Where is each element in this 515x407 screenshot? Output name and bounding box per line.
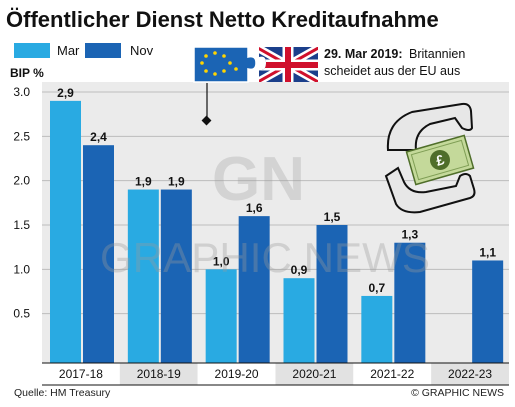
x-tick-label: 2022-23 [448,367,492,381]
svg-text:29. Mar 2019: Britannien: 29. Mar 2019: Britannien [324,47,465,61]
x-axis-cell [275,363,354,385]
legend-swatch-mar [14,43,50,58]
y-tick-label: 1.5 [13,218,30,232]
x-tick-label: 2017-18 [59,367,103,381]
bar-mar-2019-20 [205,269,237,363]
chart-title: Öffentlicher Dienst Netto Kreditaufnahme [6,7,439,32]
x-axis-cell [431,363,509,385]
x-axis-cell [353,363,432,385]
annotation-line1: Britannien [409,47,465,61]
eu-uk-puzzle-icon [193,46,318,126]
bar-mar-2021-22 [361,295,393,363]
plot-area: 3.0 2.5 2.0 1.5 1.0 0.5 2,9 2,4 1,9 1,9 1,0 1,6 0,9… [13,82,509,363]
bar-nov-2020-21 [316,225,348,363]
data-label: 0,7 [368,281,385,295]
legend: Mar Nov [14,43,154,58]
legend-label-mar: Mar [57,43,80,58]
watermark-logo: GN [212,145,305,214]
bar-nov-2019-20 [238,216,270,363]
bar-nov-2017-18 [83,145,114,363]
x-tick-label: 2019-20 [215,367,259,381]
x-tick-label: 2020-21 [292,367,336,381]
legend-label-nov: Nov [130,43,154,58]
plot-background [42,82,509,363]
data-label: 2,9 [57,86,74,100]
watermark-text: GRAPHIC NEWS [100,234,430,281]
data-label: 0,9 [291,263,308,277]
data-label: 1,5 [324,210,341,224]
annotation-date: 29. Mar 2019: [324,47,403,61]
data-label: 1,6 [246,201,263,215]
x-tick-label: 2018-19 [137,367,181,381]
y-axis-ticks: 3.0 2.5 2.0 1.5 1.0 0.5 [13,85,30,321]
data-label: 1,0 [213,254,230,268]
y-tick-label: 2.0 [13,174,30,188]
x-axis-cell [119,363,198,385]
y-tick-label: 2.5 [13,129,30,143]
x-axis: 2017-18 2018-19 2019-20 2020-21 2021-22 2022-… [42,362,509,386]
source-note: Quelle: HM Treasury [14,387,111,399]
bar-mar-2017-18 [50,100,81,363]
data-label: 1,9 [168,175,185,189]
y-tick-label: 1.0 [13,262,30,276]
y-tick-label: 0.5 [13,307,30,321]
credit: © GRAPHIC NEWS [411,387,504,399]
annotation: 29. Mar 2019: Britannien scheidet aus de… [324,47,465,78]
data-label: 2,4 [90,130,107,144]
bar-mar-2020-21 [283,278,315,363]
bar-mar-2018-19 [127,189,159,363]
bar-nov-2018-19 [160,189,192,363]
data-label: 1,3 [401,228,418,242]
annotation-line2: scheidet aus der EU aus [324,64,460,78]
bar-nov-2021-22 [394,242,426,363]
x-axis-cell [42,363,120,385]
legend-swatch-nov [85,43,121,58]
y-tick-label: 3.0 [13,85,30,99]
bars [50,100,504,363]
data-labels: 2,9 2,4 1,9 1,9 1,0 1,6 0,9 1,5 0,7 1,3 1,1 [57,86,496,295]
gridlines [42,91,509,315]
x-tick-label: 2021-22 [370,367,414,381]
data-label: 1,1 [479,245,496,259]
y-axis-unit: BIP % [10,66,44,80]
x-axis-cell [197,363,276,385]
watermark: GN GRAPHIC NEWS [100,145,430,281]
hands-money-icon: £ [384,102,476,214]
data-label: 1,9 [135,175,152,189]
bar-nov-2022-23 [472,260,504,363]
